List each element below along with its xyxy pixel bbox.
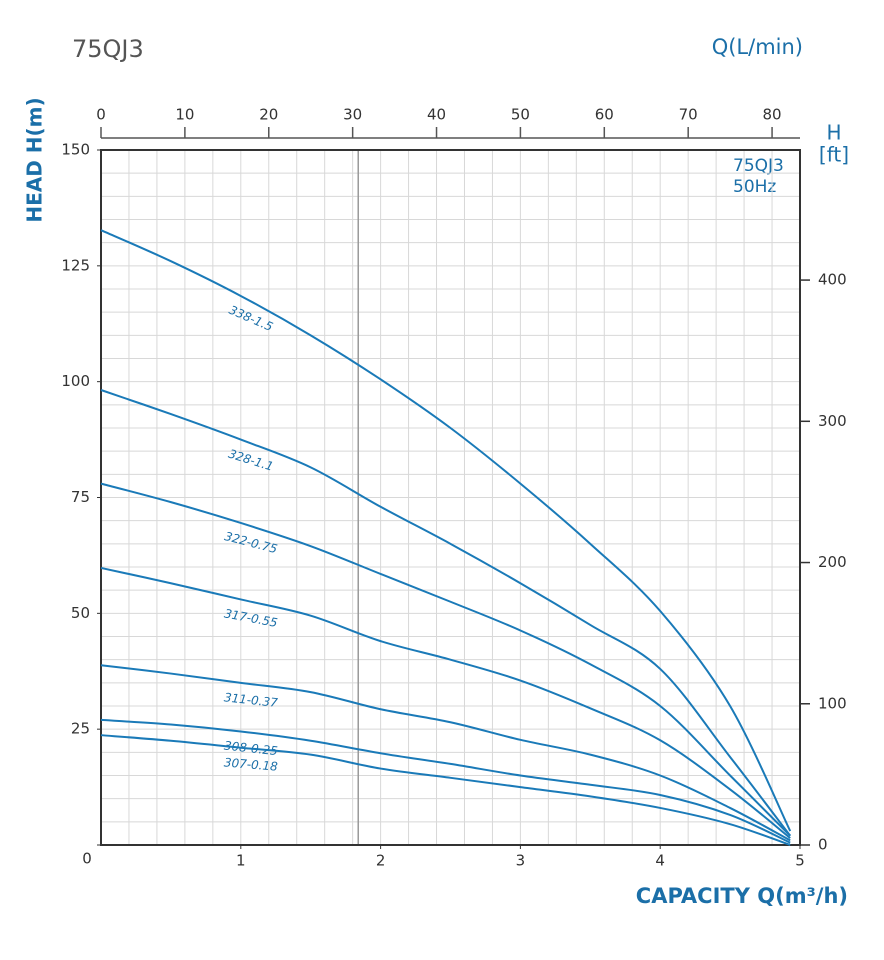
x-tick-label: 4 xyxy=(655,852,665,870)
top-tick-label: 60 xyxy=(595,106,614,124)
y-tick-label: 50 xyxy=(71,604,90,622)
curve-label: 338-1.5 xyxy=(227,303,275,334)
curve xyxy=(100,482,791,837)
top-tick-label: 30 xyxy=(343,106,362,124)
y-tick-label: 75 xyxy=(71,488,90,506)
top-tick-label: 80 xyxy=(763,106,782,124)
top-tick-label: 10 xyxy=(175,106,194,124)
curve-label: 317-0.55 xyxy=(223,606,279,630)
y-tick-label: 150 xyxy=(61,141,90,159)
top-tick-label: 40 xyxy=(427,106,446,124)
y-tick-label: 25 xyxy=(71,720,90,738)
y2-tick-label: 200 xyxy=(818,553,847,571)
x-tick-label: 2 xyxy=(376,852,386,870)
curve-label: 307-0.18 xyxy=(223,755,278,773)
y2-tick-label: 300 xyxy=(818,412,847,430)
box-line: 50Hz xyxy=(733,177,776,197)
top-tick-label: 0 xyxy=(96,106,106,124)
curve xyxy=(100,566,791,839)
top-axis-label: Q(L/min) xyxy=(712,35,803,59)
curve xyxy=(100,229,792,832)
y-axis-label: HEAD H(m) xyxy=(23,97,47,222)
y2-tick-label: 400 xyxy=(818,271,847,289)
top-tick-label: 50 xyxy=(511,106,530,124)
y-tick-label: 100 xyxy=(61,372,90,390)
top-tick-label: 70 xyxy=(679,106,698,124)
box-line: 75QJ3 xyxy=(733,156,784,176)
y2-axis-unit: [ft] xyxy=(819,143,849,167)
curve xyxy=(100,664,791,842)
y2-tick-label: 0 xyxy=(818,836,828,854)
x-tick-label: 3 xyxy=(516,852,526,870)
top-tick-label: 20 xyxy=(259,106,278,124)
curve-label: 311-0.37 xyxy=(223,690,278,710)
x-axis-label: CAPACITY Q(m³/h) xyxy=(636,884,848,908)
curve xyxy=(100,718,791,844)
curve xyxy=(100,389,792,837)
curve xyxy=(100,734,791,846)
chart-title: 75QJ3 xyxy=(72,35,144,63)
x-tick-label: 1 xyxy=(236,852,246,870)
x-tick-label: 5 xyxy=(795,852,805,870)
y2-tick-label: 100 xyxy=(818,694,847,712)
y2-axis-label: H xyxy=(826,121,841,145)
y-tick-label: 0 xyxy=(82,850,92,868)
y-tick-label: 125 xyxy=(61,256,90,274)
